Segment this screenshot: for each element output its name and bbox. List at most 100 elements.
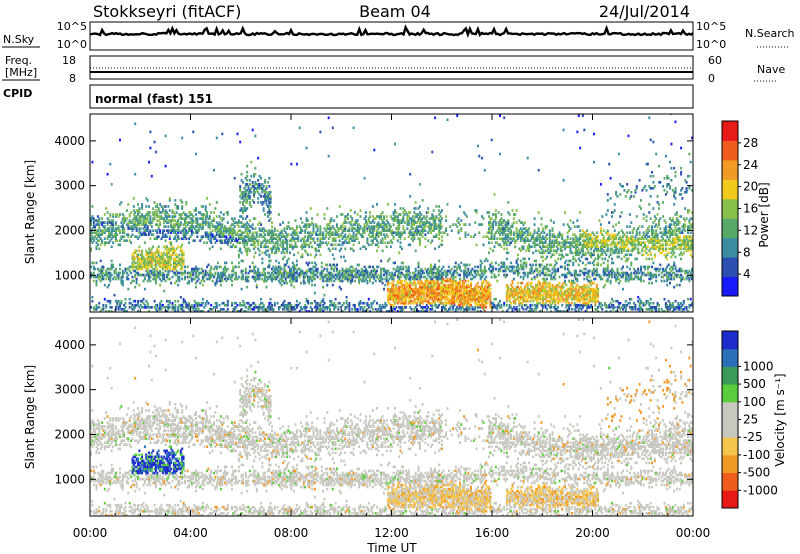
power-cell — [294, 229, 297, 233]
power-cell — [308, 245, 311, 249]
power-cell — [113, 229, 116, 233]
power-cell — [320, 308, 323, 311]
power-cell — [139, 261, 142, 265]
power-cell — [472, 297, 475, 301]
power-cell — [273, 229, 276, 233]
power-cell — [467, 293, 470, 297]
power-cell — [182, 237, 185, 241]
power-cell — [222, 213, 225, 216]
power-cell — [156, 259, 159, 263]
power-cell — [222, 235, 225, 239]
power-cell — [318, 249, 320, 253]
power-cell — [377, 235, 380, 239]
power-cell — [217, 275, 220, 279]
power-cell — [196, 225, 199, 228]
power-cell — [110, 231, 113, 235]
power-cell — [355, 219, 358, 222]
power-cell — [305, 239, 308, 243]
power-cell — [197, 211, 200, 214]
power-cell — [402, 293, 405, 297]
power-cell — [322, 306, 325, 309]
power-cell — [215, 277, 218, 281]
power-cell — [503, 273, 506, 277]
power-cell — [127, 235, 130, 239]
power-cell — [330, 273, 333, 277]
power-cell — [295, 225, 298, 228]
power-cell — [208, 269, 211, 273]
power-cell — [380, 273, 383, 277]
power-cell — [159, 306, 162, 309]
power-cell — [505, 223, 508, 226]
power-cell — [501, 221, 504, 224]
power-cell — [460, 227, 463, 230]
power-cell — [327, 227, 330, 230]
power-cell — [365, 267, 367, 271]
power-cell — [503, 269, 506, 273]
power-cell — [443, 283, 446, 287]
power-cell — [468, 273, 471, 277]
power-cell — [190, 223, 193, 226]
power-cell — [282, 243, 285, 247]
power-cell — [413, 231, 416, 235]
noise-right-tick-bottom: 10^0 — [696, 38, 726, 51]
power-cell — [369, 231, 372, 235]
power-cell — [428, 269, 431, 273]
power-cell — [485, 289, 488, 293]
power-cell — [282, 303, 285, 307]
power-cell — [398, 223, 401, 226]
power-cell — [417, 263, 420, 267]
power-cell — [109, 213, 112, 216]
power-cell — [243, 207, 246, 210]
power-cell — [373, 267, 376, 271]
power-cell — [301, 308, 304, 311]
power-cell — [244, 269, 247, 273]
power-cell — [392, 273, 395, 277]
power-cell — [110, 265, 113, 269]
power-cell — [186, 303, 189, 307]
power-cell — [109, 235, 112, 239]
power-cell — [400, 295, 403, 299]
power-cell — [141, 299, 144, 303]
power-cell — [362, 231, 365, 235]
power-cell — [454, 279, 457, 283]
power-cell — [406, 219, 409, 222]
power-cell — [490, 231, 493, 235]
power-cell — [371, 227, 374, 230]
power-cell — [279, 237, 282, 241]
power-cell — [445, 295, 448, 299]
power-cell — [261, 229, 264, 233]
power-cell — [442, 295, 445, 299]
power-cell — [95, 233, 98, 237]
power-cell — [452, 285, 455, 289]
power-cell — [257, 197, 260, 200]
power-cell — [387, 281, 390, 285]
power-cell — [438, 259, 441, 263]
power-cell — [362, 271, 365, 275]
power-cell — [403, 237, 406, 241]
power-cell — [280, 279, 283, 283]
power-cell — [297, 267, 300, 271]
power-cell — [488, 227, 490, 230]
power-cell — [114, 271, 117, 275]
power-cell — [134, 299, 137, 303]
power-cell — [124, 217, 127, 220]
power-cell — [233, 229, 236, 233]
power-cell — [326, 308, 329, 311]
power-cell — [268, 255, 271, 259]
power-cell — [329, 231, 332, 235]
power-cell — [492, 249, 495, 253]
power-cell — [336, 275, 338, 279]
power-cell — [474, 285, 477, 289]
power-cell — [218, 303, 221, 307]
power-cell — [264, 233, 267, 237]
power-cell — [499, 229, 501, 233]
power-cell — [221, 279, 224, 283]
power-cell — [224, 225, 226, 228]
power-cell — [289, 273, 291, 277]
power-cell — [114, 223, 117, 226]
power-cell — [387, 235, 390, 239]
power-cell — [168, 219, 171, 222]
power-cell — [447, 285, 450, 289]
power-cell — [135, 219, 138, 222]
power-cell — [235, 237, 238, 241]
